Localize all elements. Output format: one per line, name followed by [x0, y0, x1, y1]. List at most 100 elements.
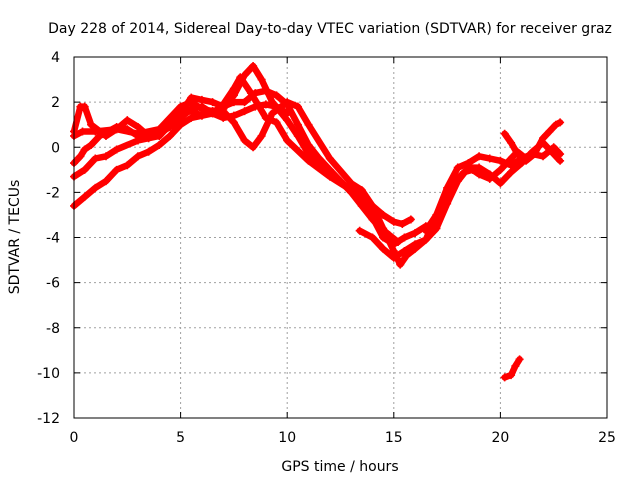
data-point — [556, 118, 565, 127]
data-point — [385, 231, 394, 240]
data-point — [406, 215, 415, 224]
data-point — [347, 179, 356, 188]
data-point — [357, 186, 366, 195]
data-point — [379, 210, 388, 219]
y-tick-label: 4 — [51, 50, 60, 66]
data-point — [268, 109, 277, 118]
data-point — [155, 129, 164, 138]
data-point — [95, 131, 104, 140]
data-point — [432, 210, 441, 219]
data-point — [123, 116, 132, 125]
data-point — [80, 165, 89, 174]
data-point — [336, 177, 345, 186]
data-point — [556, 150, 565, 159]
data-point — [513, 150, 522, 159]
data-point — [272, 118, 281, 127]
data-point — [443, 192, 452, 201]
data-point — [219, 102, 228, 111]
data-point — [133, 122, 142, 131]
axis-ticks — [73, 56, 608, 419]
data-point — [101, 177, 110, 186]
y-tick-label: -4 — [46, 231, 60, 247]
x-tick-label: 10 — [278, 430, 296, 446]
data-point — [87, 120, 96, 129]
data-point — [325, 154, 334, 163]
data-point — [112, 165, 121, 174]
data-point — [208, 109, 217, 118]
data-point — [475, 163, 484, 172]
data-point — [176, 113, 185, 122]
data-point — [389, 217, 398, 226]
y-axis-label: SDTVAR / TECUs — [7, 180, 23, 295]
data-point — [240, 107, 249, 116]
data-point — [78, 127, 87, 136]
data-point — [112, 145, 121, 154]
data-point — [197, 95, 206, 104]
y-tick-label: -12 — [37, 411, 60, 427]
data-point — [398, 219, 407, 228]
data-point — [165, 131, 174, 140]
data-point — [464, 159, 473, 168]
data-point — [251, 89, 260, 98]
data-point — [80, 192, 89, 201]
data-point — [496, 165, 505, 174]
data-point — [411, 240, 420, 249]
data-point — [261, 86, 270, 95]
x-tick-label: 20 — [491, 430, 509, 446]
data-point — [133, 131, 142, 140]
data-point — [283, 136, 292, 145]
x-tick-label: 0 — [70, 430, 79, 446]
data-point — [272, 91, 281, 100]
data-point — [187, 93, 196, 102]
data-point — [91, 154, 100, 163]
data-point — [257, 131, 266, 140]
data-point — [272, 102, 281, 111]
data-point — [304, 120, 313, 129]
data-point — [219, 113, 228, 122]
data-point — [123, 161, 132, 170]
data-point — [500, 129, 509, 138]
data-point — [556, 156, 565, 165]
data-point — [251, 102, 260, 111]
data-point — [421, 235, 430, 244]
data-point — [229, 84, 238, 93]
data-point — [539, 152, 548, 161]
data-point — [229, 118, 238, 127]
x-tick-label: 25 — [598, 430, 616, 446]
data-point — [347, 188, 356, 197]
data-point — [249, 62, 258, 71]
data-point — [453, 163, 462, 172]
y-tick-label: -8 — [46, 321, 60, 337]
data-point — [368, 201, 377, 210]
data-point — [91, 183, 100, 192]
data-point — [507, 371, 516, 380]
data-point — [507, 138, 516, 147]
data-point — [496, 156, 505, 165]
data-point — [475, 152, 484, 161]
data-point — [357, 201, 366, 210]
data-point — [496, 179, 505, 188]
y-tick-label: -2 — [46, 185, 60, 201]
x-axis-label: GPS time / hours — [281, 459, 398, 475]
y-tick-label: 2 — [51, 95, 60, 111]
data-point — [325, 165, 334, 174]
data-point — [475, 170, 484, 179]
data-point — [485, 154, 494, 163]
data-point — [293, 120, 302, 129]
data-point — [551, 120, 560, 129]
chart-title: Day 228 of 2014, Sidereal Day-to-day VTE… — [48, 21, 612, 37]
data-point — [545, 127, 554, 136]
data-point — [208, 98, 217, 107]
data-point — [87, 140, 96, 149]
grid — [74, 57, 607, 418]
data-point — [368, 215, 377, 224]
y-tick-label: -10 — [37, 366, 60, 382]
data-point — [460, 168, 469, 177]
data-point — [379, 244, 388, 253]
data-point — [187, 104, 196, 113]
data-point — [530, 150, 539, 159]
data-point — [101, 152, 110, 161]
data-point — [511, 362, 520, 371]
data-point — [304, 140, 313, 149]
